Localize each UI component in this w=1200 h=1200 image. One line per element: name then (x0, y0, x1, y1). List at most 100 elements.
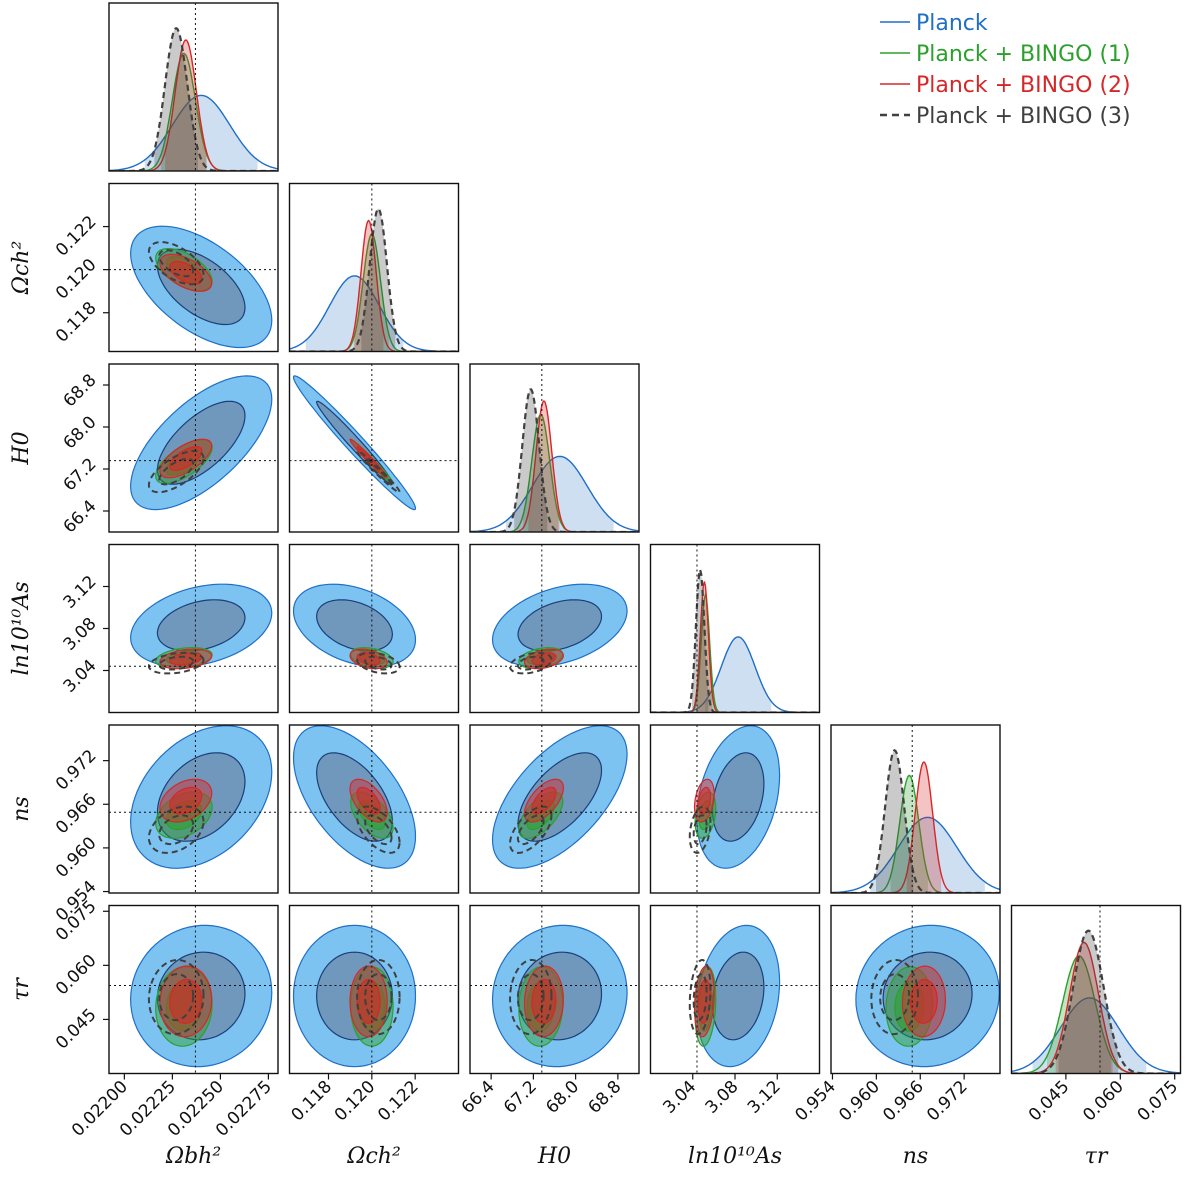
contour-68-planck-bingo-3- (158, 249, 195, 278)
contour-95-planck-bingo-3- (870, 959, 920, 1036)
marginal-band-planck (870, 817, 985, 893)
x-tick-label: 0.122 (374, 1077, 423, 1126)
panel-tau-vs-lnAs (650, 905, 820, 1074)
contour-68-planck-bingo-2- (531, 786, 557, 815)
legend-label: Planck + BINGO (1) (916, 42, 1131, 67)
contour-68-planck-bingo-3- (516, 973, 545, 1022)
panel-ns-vs-H0 (470, 725, 639, 893)
marginal-curve-planck (1011, 997, 1181, 1074)
panel-frame (469, 724, 640, 894)
x-tick-label: 0.118 (287, 1077, 336, 1126)
x-tick-label: 68.8 (584, 1077, 625, 1118)
contour-95-planck-bingo-3- (688, 959, 712, 1036)
marginal-curve-planck-bingo-1- (831, 774, 1000, 893)
panel-omega_c-vs-omega_b (109, 183, 278, 352)
x-axis-title-tau: τr (1085, 1144, 1109, 1169)
marginal-band-planck (305, 275, 404, 352)
y-tick-label: 66.4 (60, 496, 101, 537)
y-tick-label: 67.2 (60, 454, 101, 495)
marginal-omega_b (109, 3, 278, 171)
x-tick-label: 67.2 (500, 1077, 541, 1118)
y-tick-label: 0.045 (52, 1005, 101, 1054)
marginal-curve-planck-bingo-1- (109, 52, 278, 171)
marginal-band-planck-bingo-2- (1055, 942, 1113, 1074)
marginal-band-planck-bingo-3- (361, 208, 396, 352)
marginal-curve-planck (470, 455, 639, 532)
panel-frame (288, 543, 460, 714)
marginal-band-planck-bingo-3- (691, 569, 709, 713)
marginal-curve-planck-bingo-3- (831, 748, 1000, 893)
marginal-curve-planck-bingo-2- (109, 39, 278, 171)
y-axis-title-ns: ns (9, 796, 34, 821)
y-tick-label: 0.120 (52, 255, 101, 304)
marginal-tau (1011, 905, 1181, 1074)
marginal-curve-planck (109, 94, 278, 171)
contour-95-planck-bingo-3- (147, 241, 205, 286)
x-tick-label: 0.060 (1079, 1077, 1128, 1126)
contour-68-planck-bingo-3- (364, 814, 393, 846)
y-axis-title-H0: H0 (9, 431, 34, 465)
x-axis-title-H0: H0 (537, 1144, 571, 1169)
contour-95-planck-bingo-3- (147, 651, 205, 675)
panel-tau-vs-H0 (470, 905, 639, 1074)
contour-68-planck-bingo-3- (364, 655, 393, 671)
x-tick-label: 66.4 (458, 1077, 499, 1118)
contour-68-planck-bingo-3- (364, 973, 393, 1022)
x-axis-title-lnAs: ln10¹⁰As (688, 1144, 782, 1169)
panel-frame (108, 363, 279, 533)
legend-label: Planck + BINGO (3) (916, 104, 1131, 129)
y-tick-label: 3.04 (60, 656, 101, 697)
y-tick-label: 3.12 (60, 572, 101, 613)
panel-frame (288, 904, 460, 1075)
panel-lnAs-vs-omega_b (109, 544, 278, 713)
x-tick-label: 0.075 (1134, 1077, 1183, 1126)
x-tick-label: 0.045 (1025, 1077, 1074, 1126)
panel-ns-vs-omega_c (289, 725, 459, 893)
marginal-omega_c (289, 183, 459, 352)
marginal-curve-planck-bingo-2- (289, 219, 459, 352)
x-tick-label: 0.972 (923, 1077, 972, 1126)
panel-frame (288, 363, 460, 533)
marginal-band-planck-bingo-1- (523, 414, 559, 532)
marginal-band-planck (506, 456, 614, 532)
panel-lnAs-vs-omega_c (289, 544, 459, 713)
y-tick-label: 68.0 (60, 412, 101, 453)
y-tick-label: 68.8 (60, 370, 101, 411)
panel-tau-vs-omega_c (289, 905, 459, 1074)
contour-68-planck (156, 599, 246, 652)
y-axis-title-lnAs: ln10¹⁰As (9, 581, 34, 675)
y-axis-title-tau: τr (9, 977, 34, 1001)
y-tick-label: 0.960 (52, 833, 101, 882)
panel-ns-vs-lnAs (650, 725, 820, 893)
x-tick-label: 3.04 (659, 1077, 700, 1118)
panel-frame (1010, 904, 1182, 1075)
y-axis-title-omega_c: Ωch² (9, 241, 34, 296)
panel-ns-vs-omega_b (109, 725, 278, 893)
contour-68-planck-bingo-3- (158, 973, 195, 1022)
contour-68-planck-bingo-3- (516, 655, 545, 671)
contour-95-planck-bingo-3- (356, 805, 401, 854)
marginal-curve-planck-bingo-1- (289, 232, 459, 352)
contour-68-planck-bingo-3- (879, 973, 911, 1022)
marginal-band-planck-bingo-1- (161, 53, 207, 171)
marginal-band-planck-bingo-1- (890, 775, 928, 893)
x-tick-label: 0.960 (835, 1077, 884, 1126)
marginal-curve-planck-bingo-3- (289, 207, 459, 352)
panel-H0-vs-omega_b (109, 364, 278, 532)
marginal-curve-planck-bingo-2- (1011, 941, 1181, 1074)
marginal-curve-planck-bingo-1- (470, 413, 639, 532)
y-tick-label: 0.972 (52, 746, 101, 795)
marginal-band-planck-bingo-2- (906, 762, 942, 893)
y-tick-label: 0.060 (52, 951, 101, 1000)
panel-frame (469, 543, 640, 714)
legend-label: Planck + BINGO (2) (916, 73, 1131, 98)
contour-68-planck-bingo-2- (356, 786, 381, 815)
contour-68-planck-bingo-3- (516, 814, 545, 846)
panel-frame (830, 904, 1001, 1075)
contour-95-planck-bingo-3- (508, 959, 553, 1036)
contour-68-planck (711, 951, 765, 1041)
contour-68-planck-bingo-2- (169, 978, 203, 1024)
contour-68-planck-bingo-2- (356, 978, 381, 1024)
contour-68-planck (711, 752, 765, 842)
